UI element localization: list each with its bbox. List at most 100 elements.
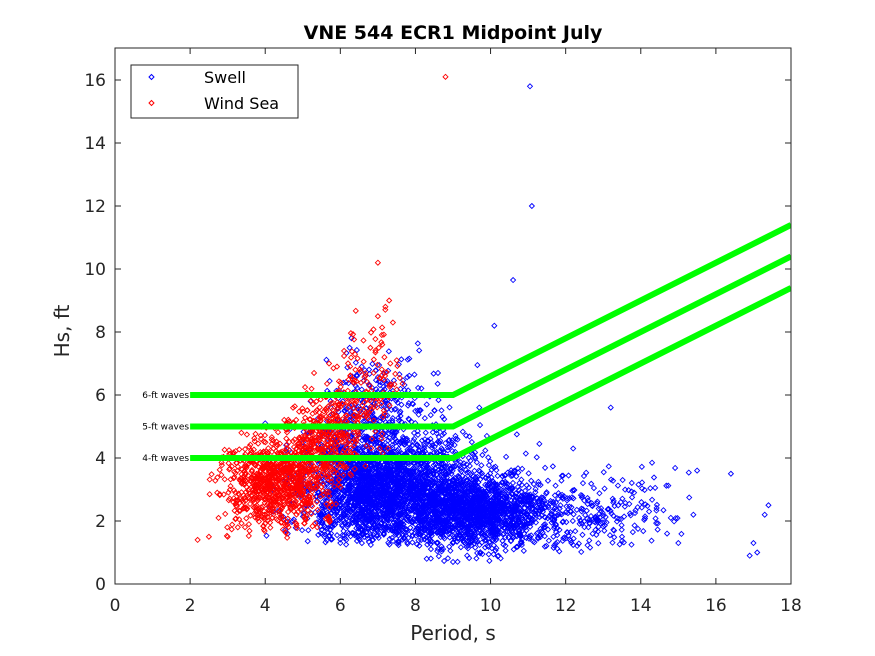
swell-point xyxy=(404,446,411,453)
swell-point xyxy=(427,411,434,419)
swell-point xyxy=(403,515,410,522)
swell-point xyxy=(396,511,404,518)
swell-point xyxy=(346,459,354,466)
swell-point xyxy=(390,479,398,486)
swell-point xyxy=(389,442,396,449)
swell-point xyxy=(315,531,322,538)
swell-point xyxy=(395,493,403,500)
swell-point xyxy=(444,447,452,454)
swell-point xyxy=(411,435,418,443)
swell-point xyxy=(430,462,437,469)
swell-point xyxy=(344,523,351,530)
swell-point xyxy=(349,504,357,512)
swell-point xyxy=(398,515,406,522)
swell-point xyxy=(401,441,408,448)
swell-point xyxy=(398,484,406,492)
swell-point xyxy=(373,439,380,446)
swell-point xyxy=(355,500,363,507)
swell-point xyxy=(411,496,418,503)
swell-point xyxy=(351,492,359,499)
swell-point xyxy=(385,492,392,499)
swell-point xyxy=(344,509,351,516)
swell-point xyxy=(363,476,371,483)
swell-point xyxy=(350,530,357,537)
swell-point xyxy=(408,506,415,514)
swell-point xyxy=(440,460,447,468)
swell-point xyxy=(420,462,427,470)
swell-point xyxy=(369,537,376,544)
swell-point xyxy=(415,491,422,498)
swell-point xyxy=(263,532,270,539)
swell-point xyxy=(391,435,399,442)
swell-point xyxy=(460,460,468,467)
swell-point xyxy=(529,538,537,545)
swell-point xyxy=(355,495,362,503)
swell-point xyxy=(449,447,456,455)
swell-point xyxy=(367,499,374,506)
swell-point xyxy=(482,447,489,454)
swell-point xyxy=(374,506,381,513)
swell-point xyxy=(351,532,358,539)
swell-point xyxy=(330,489,337,496)
swell-point xyxy=(377,485,384,492)
swell-point xyxy=(394,466,402,473)
swell-point xyxy=(375,528,382,536)
swell-point xyxy=(535,481,542,488)
swell-point xyxy=(354,445,362,452)
swell-point xyxy=(418,476,425,483)
swell-point xyxy=(408,483,415,490)
swell-point xyxy=(371,478,379,486)
swell-point xyxy=(385,430,393,437)
swell-point xyxy=(518,481,525,489)
swell-point xyxy=(331,493,338,501)
swell-point xyxy=(430,469,437,477)
swell-point xyxy=(414,431,422,438)
swell-point xyxy=(384,515,391,522)
swell-point xyxy=(304,538,311,545)
swell-point xyxy=(368,533,375,540)
swell-point xyxy=(410,437,417,445)
swell-point xyxy=(384,496,391,504)
swell-point xyxy=(399,532,406,539)
swell-point xyxy=(410,464,418,471)
swell-point xyxy=(385,497,393,504)
swell-point xyxy=(397,522,404,529)
swell-point xyxy=(367,531,374,539)
swell-point xyxy=(386,501,393,508)
swell-point xyxy=(479,451,486,459)
swell-point xyxy=(377,520,384,527)
swell-point xyxy=(344,528,351,536)
swell-point xyxy=(359,531,367,538)
swell-point xyxy=(381,474,389,482)
swell-point xyxy=(332,495,339,502)
swell-point xyxy=(428,439,435,446)
swell-point xyxy=(400,535,407,542)
swell-point xyxy=(366,468,373,475)
swell-point xyxy=(479,550,486,558)
swell-point xyxy=(519,498,526,505)
swell-point xyxy=(403,484,410,491)
swell-point xyxy=(402,511,409,518)
swell-point xyxy=(349,519,356,527)
swell-point xyxy=(327,526,334,533)
swell-point xyxy=(391,463,398,470)
swell-point xyxy=(394,447,401,454)
swell-point xyxy=(350,502,358,509)
swell-point xyxy=(392,517,399,524)
swell-point xyxy=(358,493,366,501)
swell-point xyxy=(400,467,407,474)
swell-point xyxy=(381,427,389,434)
swell-point xyxy=(416,542,423,549)
swell-point xyxy=(405,491,412,499)
swell-point xyxy=(415,509,423,516)
swell-point xyxy=(319,519,326,527)
swell-point xyxy=(328,509,335,516)
swell-point xyxy=(314,497,321,504)
swell-point xyxy=(429,429,436,436)
swell-point xyxy=(415,537,422,544)
swell-point xyxy=(351,474,358,481)
swell-point xyxy=(315,460,323,467)
swell-point xyxy=(339,532,346,539)
swell-point xyxy=(382,525,389,533)
swell-point xyxy=(358,539,366,547)
